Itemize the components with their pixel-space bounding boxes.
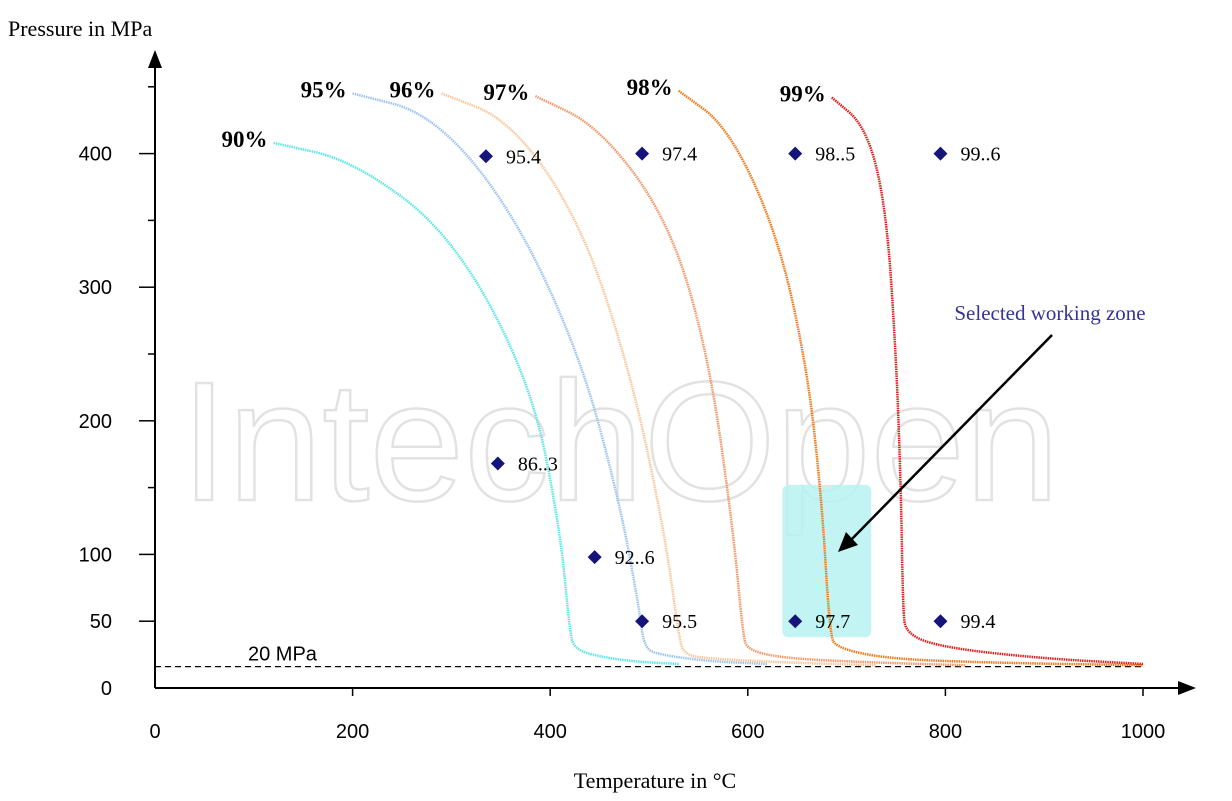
working-zone-arrow-line (847, 334, 1053, 544)
data-point-label: 99..6 (960, 144, 1000, 166)
data-point-label: 99.4 (960, 611, 995, 633)
series-line (677, 89, 1144, 667)
y-tick-label: 0 (101, 678, 112, 700)
x-tick-label: 800 (929, 721, 962, 743)
series-line (830, 96, 1144, 666)
data-point-marker (490, 456, 505, 471)
y-tick-label: 200 (79, 411, 112, 433)
x-axis-ticks: 0 200 400 600 800 1000 (149, 688, 1165, 743)
data-points: 95.4 97.4 98..5 99..6 86..3 92..6 95.5 97.7 99.4 (478, 144, 1000, 633)
working-zone-arrow-head (838, 532, 858, 552)
data-point-marker (933, 146, 948, 161)
reference-line-label: 20 MPa (248, 644, 318, 666)
data-point-label: 95.4 (506, 146, 541, 168)
y-axis-title: Pressure in MPa (8, 16, 152, 41)
working-zone-label: Selected working zone (954, 301, 1145, 325)
series-label: 98% (627, 75, 673, 100)
x-tick-label: 1000 (1121, 721, 1166, 743)
series-label: 95% (301, 77, 347, 102)
data-point-marker (933, 614, 948, 629)
y-tick-label: 50 (90, 611, 112, 633)
data-point-marker (788, 614, 803, 629)
data-point-marker (635, 146, 650, 161)
series-label: 90% (222, 127, 268, 152)
data-point-label: 86..3 (518, 454, 558, 476)
data-point-label: 95.5 (662, 611, 697, 633)
series-line (273, 141, 679, 666)
x-axis-title: Temperature in °C (574, 768, 736, 793)
series-line (534, 95, 966, 667)
series-label: 96% (390, 77, 436, 102)
x-tick-label: 0 (149, 721, 160, 743)
data-point-label: 98..5 (815, 144, 855, 166)
data-point-label: 92..6 (615, 547, 655, 569)
series-labels: 90% 95% 96% 97% 98% 99% (222, 75, 826, 152)
data-point-marker (788, 146, 803, 161)
x-axis-arrow (1178, 681, 1196, 695)
series-label: 97% (483, 80, 529, 105)
series-label: 99% (780, 81, 826, 106)
y-tick-label: 400 (79, 144, 112, 166)
working-zone-highlight (782, 484, 872, 638)
y-axis-arrow (148, 50, 162, 68)
data-point-marker (635, 614, 650, 629)
x-tick-label: 200 (336, 721, 369, 743)
y-axis-ticks: 0 50 100 200 300 400 (79, 144, 155, 700)
watermark-logo: IntechOpen (181, 347, 1060, 537)
y-tick-label: 100 (79, 544, 112, 566)
data-point-label: 97.7 (815, 611, 850, 633)
series-lines (273, 89, 1144, 667)
data-point-label: 97.4 (662, 144, 697, 166)
data-point-marker (587, 550, 602, 565)
series-line (441, 92, 877, 667)
data-point-marker (478, 149, 493, 164)
y-tick-label: 300 (79, 277, 112, 299)
series-line (352, 92, 768, 666)
y-minor-ticks (148, 86, 155, 489)
x-tick-label: 600 (731, 721, 764, 743)
x-tick-label: 400 (534, 721, 567, 743)
